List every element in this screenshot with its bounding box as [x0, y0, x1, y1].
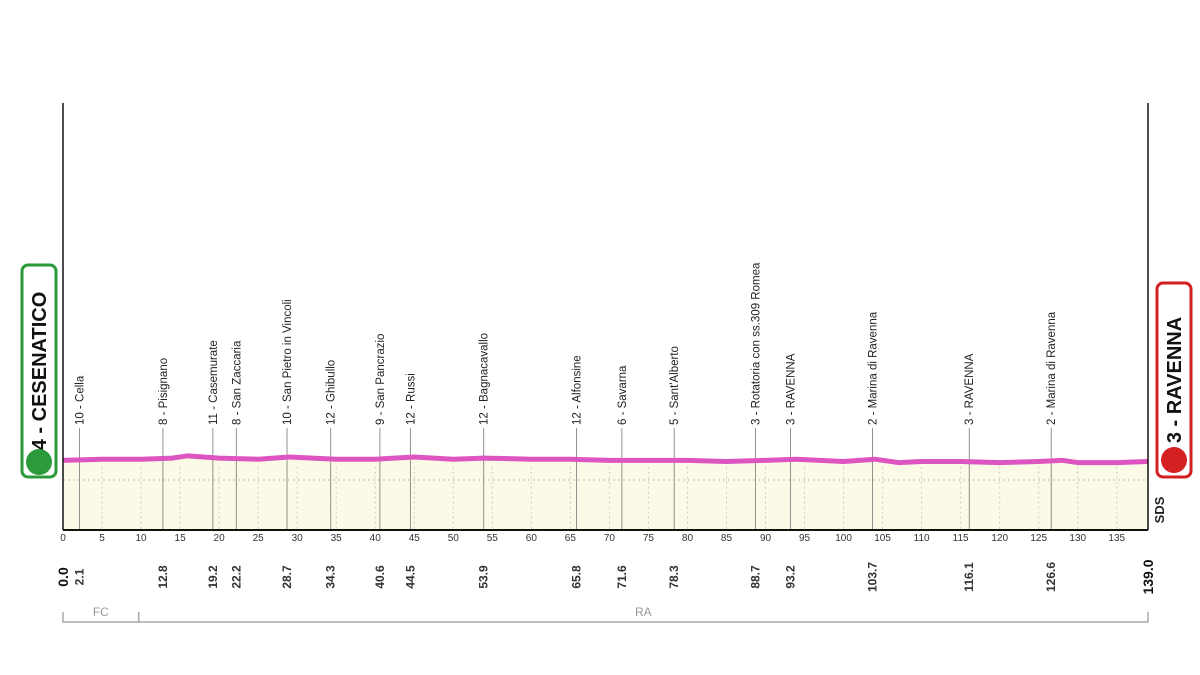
x-tick-label: 5 — [99, 533, 105, 544]
x-tick-label: 70 — [604, 533, 616, 544]
x-tick-label: 10 — [135, 533, 147, 544]
waypoint-label: 12 - Ghibullo — [326, 360, 338, 425]
x-tick-label: 20 — [214, 533, 226, 544]
km-label: 78.3 — [667, 565, 681, 589]
x-tick-label: 125 — [1030, 533, 1047, 544]
km-label: 12.8 — [156, 565, 170, 589]
km-label: 71.6 — [615, 565, 629, 589]
waypoint-label: 3 - RAVENNA — [785, 353, 797, 425]
km-label: 53.9 — [477, 565, 491, 589]
x-tick-label: 120 — [991, 533, 1008, 544]
region-bracket — [137, 612, 1149, 623]
start-icon — [26, 449, 52, 475]
km-label: 126.6 — [1044, 562, 1058, 592]
km-label: 19.2 — [206, 565, 220, 589]
x-tick-label: 75 — [643, 533, 655, 544]
waypoint-label: 11 - Casemurate — [208, 340, 220, 425]
km-label: 22.2 — [229, 565, 243, 589]
x-tick-label: 135 — [1108, 533, 1125, 544]
x-tick-label: 0 — [60, 533, 66, 544]
finish-icon — [1161, 447, 1187, 473]
x-tick-label: 45 — [409, 533, 421, 544]
x-tick-label: 115 — [953, 533, 969, 544]
x-tick-label: 85 — [721, 533, 733, 544]
km-label: 28.7 — [280, 565, 294, 589]
waypoint-label: 8 - Pisignano — [158, 358, 170, 425]
x-tick-label: 35 — [331, 533, 343, 544]
start-label: 4 - CESENATICO — [29, 292, 51, 451]
waypoint-label: 3 - RAVENNA — [964, 353, 976, 425]
x-tick-label: 80 — [682, 533, 694, 544]
waypoint-label: 12 - Bagnacavallo — [479, 333, 491, 425]
km-label: 116.1 — [962, 562, 976, 592]
waypoint-label: 3 - Rotatoria con ss.309 Romea — [750, 262, 762, 425]
x-tick-label: 90 — [760, 533, 772, 544]
waypoint-label: 10 - Cella — [74, 375, 86, 425]
start-box — [20, 263, 58, 479]
km-label: 65.8 — [570, 565, 584, 589]
km-label: 93.2 — [783, 565, 797, 589]
x-tick-label: 50 — [448, 533, 460, 544]
km-label: 34.3 — [324, 565, 338, 589]
waypoint-label: 12 - Alfonsine — [572, 355, 584, 425]
x-tick-label: 105 — [874, 533, 891, 544]
km-label: 2.1 — [72, 568, 86, 585]
x-tick-label: 110 — [914, 533, 930, 544]
x-tick-label: 30 — [292, 533, 304, 544]
km-label: 88.7 — [748, 565, 762, 589]
x-tick-label: 95 — [799, 533, 811, 544]
km-label: 40.6 — [373, 565, 387, 589]
profile-line — [62, 453, 1149, 466]
km-label: 44.5 — [403, 565, 417, 589]
waypoint-label: 5 - Sant'Alberto — [669, 346, 681, 425]
end-km-label: 0.0 — [55, 567, 71, 587]
waypoint-label: 2 - Marina di Ravenna — [867, 311, 879, 425]
logo: SDS — [1152, 496, 1167, 523]
waypoint-label: 2 - Marina di Ravenna — [1046, 311, 1058, 425]
waypoint-label: 9 - San Pancrazio — [375, 334, 387, 425]
region-label: RA — [635, 605, 652, 619]
profile-area — [63, 455, 1148, 530]
x-tick-label: 100 — [835, 533, 852, 544]
x-tick-label: 55 — [487, 533, 499, 544]
km-label: 103.7 — [865, 562, 879, 592]
x-tick-label: 130 — [1069, 533, 1086, 544]
x-tick-label: 60 — [526, 533, 538, 544]
end-km-label: 139.0 — [1140, 559, 1156, 594]
x-tick-label: 25 — [253, 533, 265, 544]
x-tick-label: 65 — [565, 533, 577, 544]
waypoint-label: 6 - Savarna — [617, 365, 629, 425]
x-tick-label: 40 — [370, 533, 382, 544]
x-tick-label: 15 — [175, 533, 187, 544]
waypoint-label: 12 - Russi — [405, 373, 417, 425]
finish-box — [1155, 281, 1193, 479]
waypoint-label: 10 - San Pietro in Vincoli — [282, 299, 294, 425]
waypoint-label: 8 - San Zaccaria — [231, 340, 243, 425]
region-label: FC — [93, 605, 109, 619]
finish-label: 3 - RAVENNA — [1164, 317, 1186, 443]
